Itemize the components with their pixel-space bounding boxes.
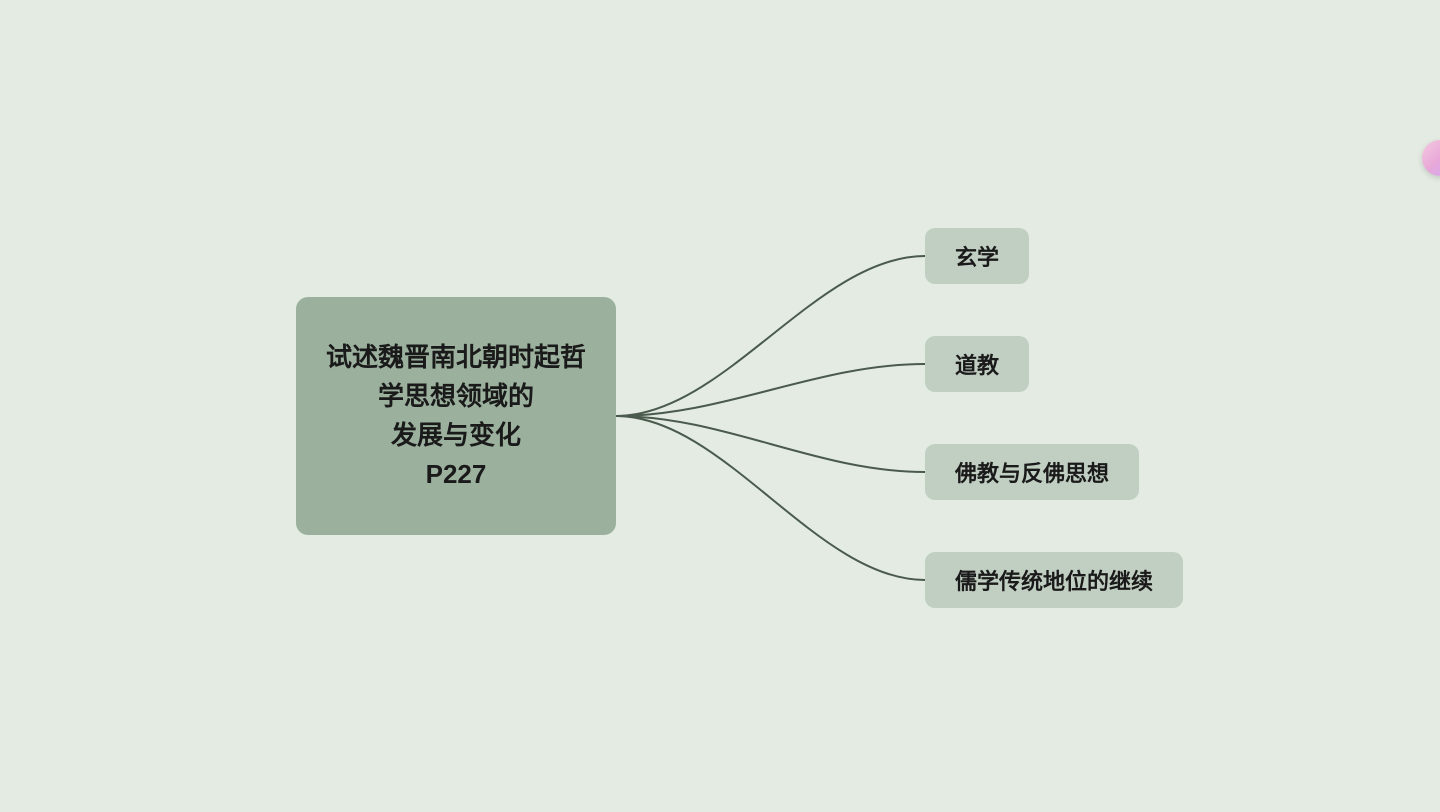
child-node-3[interactable]: 儒学传统地位的继续 xyxy=(925,552,1183,608)
root-node-line: 试述魏晋南北朝时起哲 xyxy=(326,338,586,377)
connector-1 xyxy=(616,364,925,416)
root-node-line: 学思想领域的 xyxy=(378,377,534,416)
root-node-line: 发展与变化 xyxy=(391,416,521,455)
child-node-2[interactable]: 佛教与反佛思想 xyxy=(925,444,1139,500)
connector-layer xyxy=(0,0,1440,812)
connector-0 xyxy=(616,256,925,416)
connector-2 xyxy=(616,416,925,472)
child-node-label: 儒学传统地位的继续 xyxy=(955,564,1153,596)
connector-3 xyxy=(616,416,925,580)
child-node-0[interactable]: 玄学 xyxy=(925,228,1029,284)
root-node[interactable]: 试述魏晋南北朝时起哲学思想领域的发展与变化P227 xyxy=(296,297,616,535)
decorative-badge-icon xyxy=(1422,140,1440,176)
root-node-line: P227 xyxy=(426,455,487,494)
child-node-label: 佛教与反佛思想 xyxy=(955,456,1109,488)
child-node-label: 道教 xyxy=(955,348,999,380)
child-node-label: 玄学 xyxy=(955,240,999,272)
child-node-1[interactable]: 道教 xyxy=(925,336,1029,392)
mindmap-canvas: 试述魏晋南北朝时起哲学思想领域的发展与变化P227 玄学道教佛教与反佛思想儒学传… xyxy=(0,0,1440,812)
